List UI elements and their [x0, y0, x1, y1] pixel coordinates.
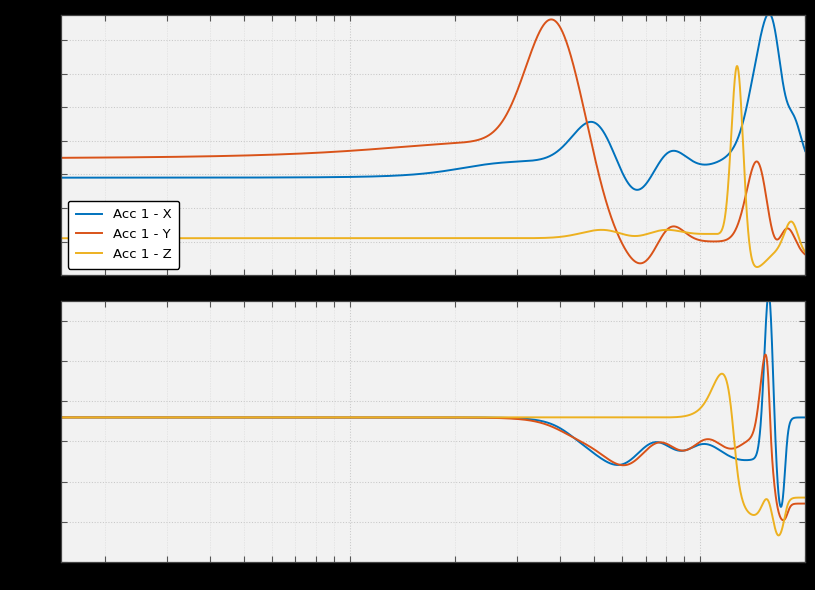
Acc 1 - Z — [732, 63, 742, 70]
Acc 1 - Y — [546, 16, 556, 23]
Acc 1 - Y — [786, 228, 796, 235]
Acc 1 - X — [764, 10, 774, 17]
Acc 1 - Z — [800, 248, 810, 255]
Acc 1 - Y — [374, 145, 384, 152]
Acc 1 - Y — [56, 154, 66, 161]
Acc 1 - X — [341, 173, 351, 181]
Line: Acc 1 - Z: Acc 1 - Z — [61, 66, 805, 267]
Acc 1 - X — [185, 174, 195, 181]
Acc 1 - Y — [141, 153, 151, 160]
Acc 1 - X — [706, 160, 716, 168]
Acc 1 - X — [632, 186, 642, 194]
Acc 1 - Z — [706, 231, 716, 238]
Acc 1 - Z — [56, 235, 66, 242]
Acc 1 - Z — [341, 235, 351, 242]
Acc 1 - X — [800, 148, 810, 155]
Acc 1 - Z — [786, 218, 796, 225]
Legend: Acc 1 - X, Acc 1 - Y, Acc 1 - Z: Acc 1 - X, Acc 1 - Y, Acc 1 - Z — [68, 201, 179, 268]
Acc 1 - Y — [636, 260, 645, 267]
Acc 1 - Z — [185, 235, 195, 242]
Acc 1 - Y — [706, 238, 716, 245]
Acc 1 - X — [56, 174, 66, 181]
Line: Acc 1 - X: Acc 1 - X — [61, 14, 805, 190]
Acc 1 - Y — [341, 148, 351, 155]
Acc 1 - Z — [374, 235, 384, 242]
Acc 1 - X — [786, 107, 796, 114]
Acc 1 - X — [374, 173, 384, 180]
Acc 1 - Y — [185, 153, 195, 160]
Acc 1 - X — [141, 174, 151, 181]
Acc 1 - Z — [141, 235, 151, 242]
Line: Acc 1 - Y: Acc 1 - Y — [61, 19, 805, 263]
Acc 1 - Z — [752, 264, 762, 271]
Acc 1 - Y — [800, 251, 810, 258]
